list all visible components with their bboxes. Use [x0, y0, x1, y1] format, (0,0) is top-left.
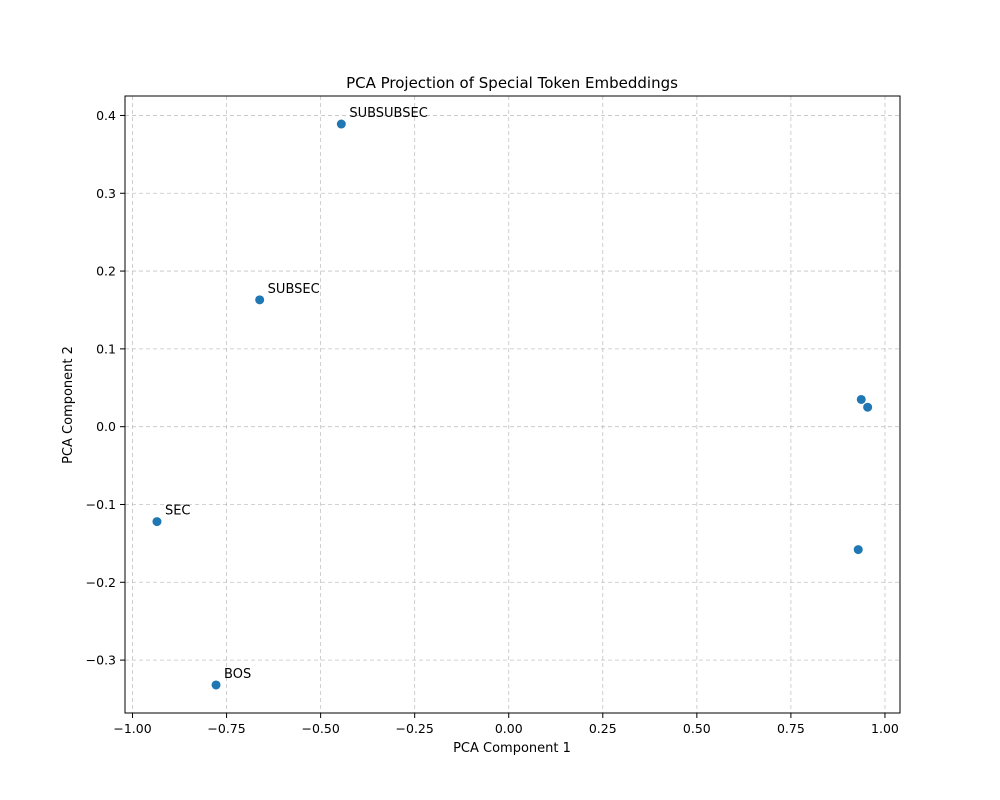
x-tick-label: −1.00 — [113, 721, 151, 736]
y-axis-label: PCA Component 2 — [61, 346, 76, 464]
x-axis: −1.00 −0.75 −0.50 −0.25 0.00 0.25 0.50 0.75 1.00 — [113, 713, 899, 736]
y-tick-label: −0.3 — [86, 653, 116, 668]
x-tick-label: 0.50 — [683, 721, 711, 736]
data-point — [856, 394, 866, 404]
x-tick-label: −0.25 — [396, 721, 434, 736]
data-point — [336, 119, 346, 129]
point-label: BOS — [224, 667, 251, 682]
plot-area — [124, 95, 901, 714]
data-point — [152, 517, 162, 527]
y-tick-label: 0.4 — [96, 108, 116, 123]
data-point — [863, 402, 873, 412]
y-tick-label: −0.1 — [86, 497, 116, 512]
y-tick-label: 0.1 — [96, 341, 116, 356]
data-point — [255, 295, 265, 305]
chart-title: PCA Projection of Special Token Embeddin… — [346, 74, 678, 92]
y-tick-label: 0.3 — [96, 186, 116, 201]
y-tick-label: −0.2 — [86, 575, 116, 590]
x-tick-label: −0.50 — [301, 721, 339, 736]
data-point — [853, 545, 863, 555]
data-point — [211, 680, 221, 690]
x-tick-label: 0.00 — [495, 721, 523, 736]
data-points: SUBSUBSEC SUBSEC SEC BOS — [152, 106, 873, 690]
point-label: SUBSEC — [268, 282, 320, 297]
x-tick-label: −0.75 — [207, 721, 245, 736]
point-label: SUBSUBSEC — [349, 106, 427, 121]
grid — [125, 96, 900, 713]
y-tick-label: 0.2 — [96, 264, 116, 279]
y-tick-label: 0.0 — [96, 419, 116, 434]
point-label: SEC — [165, 504, 191, 519]
y-axis: −0.3 −0.2 −0.1 0.0 0.1 0.2 0.3 0.4 — [86, 108, 125, 668]
x-tick-label: 0.75 — [777, 721, 805, 736]
x-tick-label: 0.25 — [589, 721, 617, 736]
x-tick-label: 1.00 — [871, 721, 899, 736]
x-axis-label: PCA Component 1 — [453, 741, 571, 756]
